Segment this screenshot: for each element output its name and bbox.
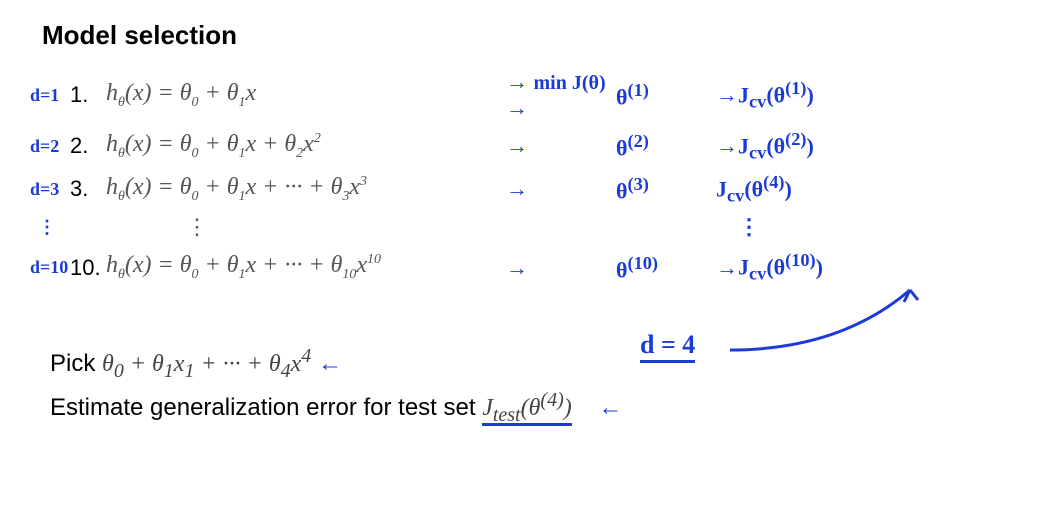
arrow-icon: →: [716, 133, 738, 159]
hypothesis-formula: hθ(x) = θ0 + θ1x: [106, 80, 506, 111]
hypothesis-formula: hθ(x) = θ0 + θ1x + ··· + θ3x3: [106, 174, 506, 205]
model-row: d=1 1. hθ(x) = θ0 + θ1x → min J(θ) → θ(1…: [30, 69, 1033, 121]
estimate-line: Estimate generalization error for test s…: [50, 389, 1033, 427]
jtest-formula: Jtest(θ(4)): [482, 395, 572, 426]
pick-formula: θ0 + θ1x1 + ··· + θ4x4: [102, 351, 311, 377]
arrow-icon: →: [506, 133, 616, 159]
vdots-icon: ⋮: [38, 222, 56, 232]
degree-label: d=10: [30, 257, 70, 278]
arrow-icon: ←: [598, 395, 622, 421]
curve-arrow-icon: [720, 280, 940, 370]
theta-result: θ(2): [616, 131, 716, 161]
selected-degree: d = 4: [640, 330, 695, 363]
theta-result: θ(3): [616, 174, 716, 204]
arrow-icon: →: [506, 255, 616, 281]
vdots-icon: ⋮: [738, 214, 760, 240]
row-number: 2.: [70, 133, 106, 159]
min-j-label: min J(θ): [534, 72, 606, 94]
arrow-icon: →: [506, 176, 616, 202]
arrow-icon: ←: [318, 351, 342, 377]
hypothesis-formula: hθ(x) = θ0 + θ1x + ··· + θ10x10: [106, 252, 506, 283]
arrow-icon: → min J(θ) →: [506, 69, 616, 121]
model-list: d=1 1. hθ(x) = θ0 + θ1x → min J(θ) → θ(1…: [30, 69, 1033, 285]
estimate-prefix: Estimate generalization error for test s…: [50, 394, 482, 421]
theta-result: θ(1): [616, 80, 716, 110]
degree-label: d=2: [30, 136, 70, 157]
theta-result: θ(10): [616, 253, 716, 283]
arrow-icon: →: [716, 82, 738, 108]
jcv-value: Jcv(θ(4)): [716, 172, 916, 207]
model-row: d=2 2. hθ(x) = θ0 + θ1x + θ2x2 → θ(2) → …: [30, 129, 1033, 164]
page-title: Model selection: [42, 20, 1033, 51]
jcv-value: Jcv(θ(1)): [738, 78, 938, 113]
vdots-row: ⋮ ⋮ ⋮: [30, 214, 1033, 240]
degree-label: d=3: [30, 179, 70, 200]
jcv-value: Jcv(θ(2)): [738, 129, 938, 164]
model-row: d=3 3. hθ(x) = θ0 + θ1x + ··· + θ3x3 → θ…: [30, 172, 1033, 207]
vdots-icon: ⋮: [186, 222, 208, 232]
row-number: 3.: [70, 176, 106, 202]
arrow-icon: →: [716, 255, 738, 281]
row-number: 10.: [70, 255, 106, 281]
hypothesis-formula: hθ(x) = θ0 + θ1x + θ2x2: [106, 131, 506, 162]
degree-label: d=1: [30, 85, 70, 106]
row-number: 1.: [70, 82, 106, 108]
pick-prefix: Pick: [50, 350, 102, 377]
